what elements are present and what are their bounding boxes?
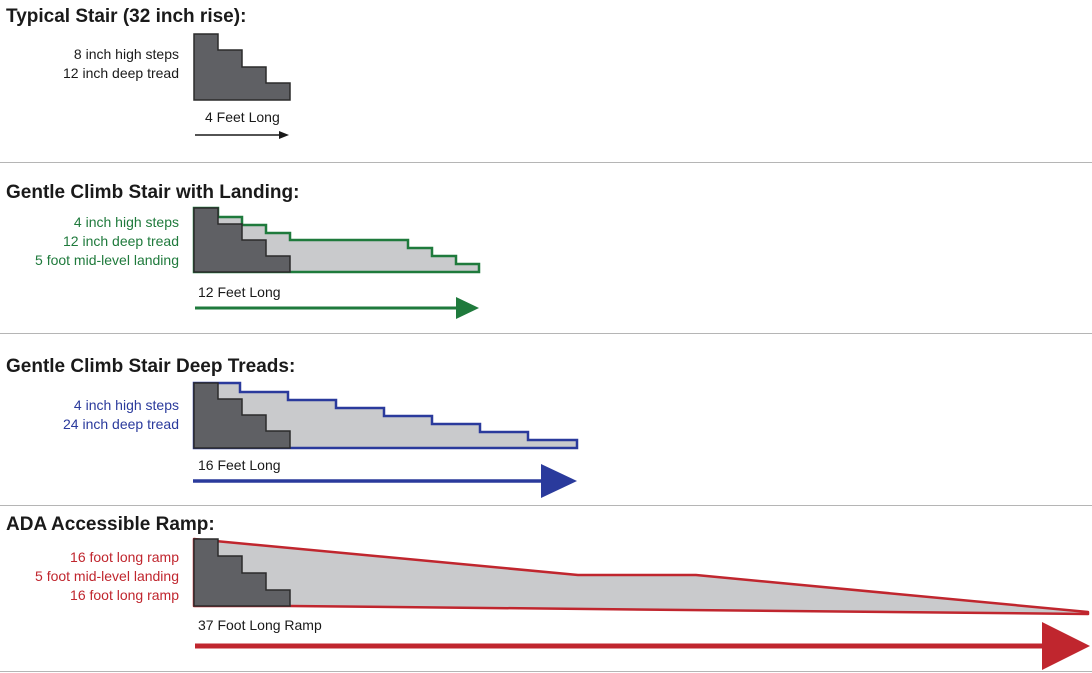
length-label: 16 Feet Long bbox=[198, 457, 281, 473]
divider bbox=[0, 505, 1092, 506]
typical-stair-overlay bbox=[193, 538, 291, 607]
note-tread-depth: 12 inch deep tread bbox=[63, 65, 179, 81]
divider bbox=[0, 162, 1092, 163]
note-landing: 5 foot mid-level landing bbox=[35, 252, 179, 268]
note-step-height: 4 inch high steps bbox=[73, 214, 179, 230]
length-arrow-head bbox=[279, 131, 289, 139]
typical-stair-drawing bbox=[193, 33, 291, 139]
note-landing: 5 foot mid-level landing bbox=[35, 568, 179, 584]
section-title: Typical Stair (32 inch rise): bbox=[6, 6, 247, 27]
divider bbox=[0, 333, 1092, 334]
note-step-height: 8 inch high steps bbox=[73, 46, 179, 62]
divider bbox=[0, 671, 1092, 672]
deep-treads-drawing bbox=[192, 381, 579, 498]
typical-stair-profile bbox=[193, 33, 291, 101]
length-arrow-head bbox=[541, 464, 577, 498]
typical-stair-overlay bbox=[193, 207, 291, 273]
gentle-landing-drawing bbox=[192, 206, 481, 319]
length-label: 4 Feet Long bbox=[205, 109, 280, 125]
length-arrow-head bbox=[456, 297, 479, 319]
note-tread-depth: 12 inch deep tread bbox=[63, 233, 179, 249]
note-ramp-1: 16 foot long ramp bbox=[70, 549, 179, 565]
notes: 4 inch high steps 12 inch deep tread 5 f… bbox=[35, 213, 179, 270]
typical-stair-overlay bbox=[193, 382, 291, 449]
length-label: 37 Foot Long Ramp bbox=[198, 617, 322, 633]
note-step-height: 4 inch high steps bbox=[73, 397, 179, 413]
note-tread-depth: 24 inch deep tread bbox=[63, 416, 179, 432]
section-title: ADA Accessible Ramp: bbox=[6, 514, 215, 535]
notes: 8 inch high steps 12 inch deep tread bbox=[63, 45, 179, 83]
notes: 16 foot long ramp 5 foot mid-level landi… bbox=[35, 548, 179, 605]
section-title: Gentle Climb Stair Deep Treads: bbox=[6, 356, 296, 377]
section-title: Gentle Climb Stair with Landing: bbox=[6, 182, 300, 203]
ada-ramp-drawing bbox=[192, 537, 1090, 670]
note-ramp-2: 16 foot long ramp bbox=[70, 587, 179, 603]
notes: 4 inch high steps 24 inch deep tread bbox=[63, 396, 179, 434]
length-label: 12 Feet Long bbox=[198, 284, 281, 300]
ada-ramp-profile bbox=[192, 537, 1090, 616]
length-arrow-head bbox=[1042, 622, 1090, 670]
